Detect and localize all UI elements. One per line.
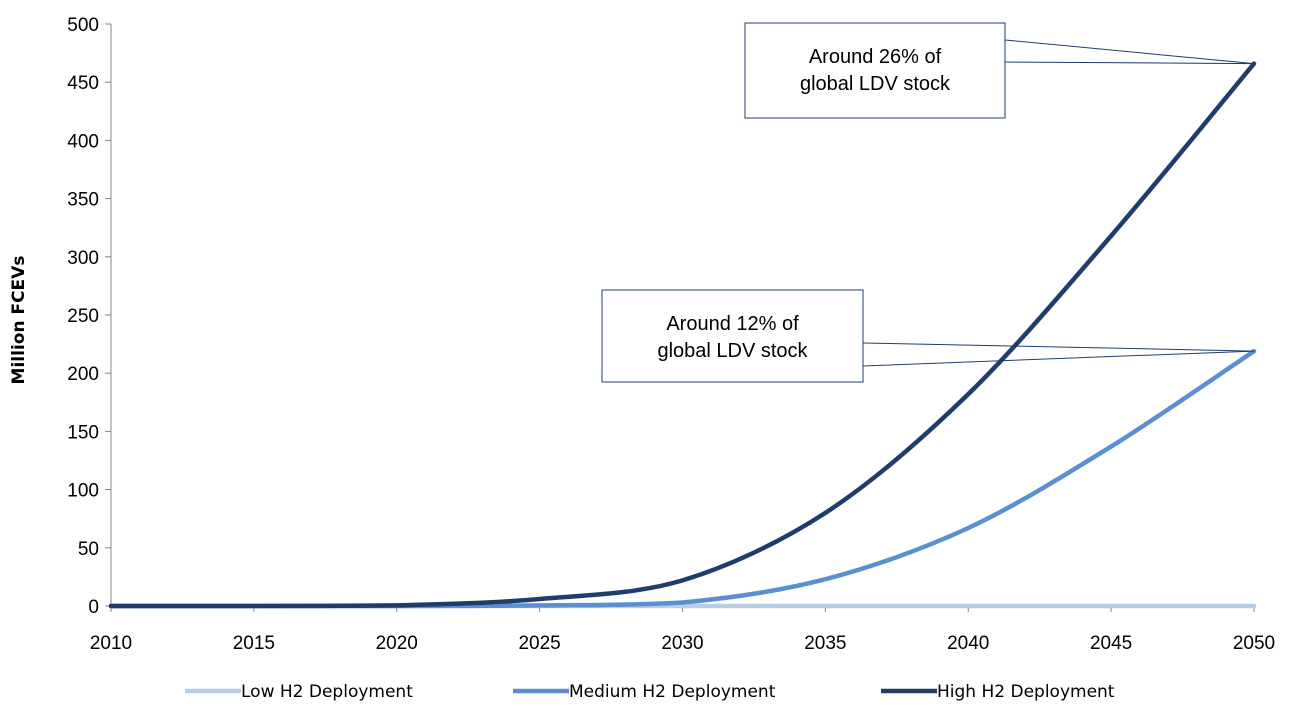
callout-text-line: global LDV stock <box>657 340 808 362</box>
legend-label-medium-h2-deployment: Medium H2 Deployment <box>569 682 776 702</box>
y-tick-label: 0 <box>88 597 99 618</box>
legend-label-low-h2-deployment: Low H2 Deployment <box>241 682 413 702</box>
x-tick-label: 2030 <box>661 633 703 654</box>
series-layer <box>108 61 1257 609</box>
callout-text-line: global LDV stock <box>800 73 951 95</box>
callout-text-line: Around 26% of <box>809 46 942 68</box>
y-axis-title: Million FCEVs <box>9 256 29 385</box>
y-tick-label: 300 <box>67 248 99 269</box>
x-tick-label: 2035 <box>804 633 846 654</box>
y-tick-label: 450 <box>67 73 99 94</box>
y-tick-label: 500 <box>67 15 99 36</box>
axes: 0 50 100 150 200 250 300 350 400 450 500 2010 2015 20… <box>67 15 1275 654</box>
callouts: Around 26% of global LDV stock Around 12% … <box>601 22 1255 383</box>
x-tick-label: 2010 <box>90 633 132 654</box>
y-tick-label: 400 <box>67 131 99 152</box>
y-tick-label: 100 <box>67 481 99 502</box>
callout-box <box>601 289 864 383</box>
y-tick-label: 350 <box>67 190 99 211</box>
callout-pointer <box>862 342 1255 367</box>
callout-pointer <box>1004 39 1255 65</box>
legend: Low H2 Deployment Medium H2 Deployment Hig… <box>185 682 1115 702</box>
x-tick-label: 2040 <box>947 633 989 654</box>
x-tick-label: 2020 <box>376 633 418 654</box>
y-tick-label: 250 <box>67 306 99 327</box>
y-tick-label: 150 <box>67 422 99 443</box>
series-line-high-h2-deployment <box>108 61 1257 609</box>
x-tick-label: 2015 <box>233 633 275 654</box>
callout-box <box>744 22 1006 119</box>
series-line-medium-h2-deployment <box>108 348 1257 609</box>
y-tick-label: 200 <box>67 364 99 385</box>
x-tick-label: 2025 <box>518 633 560 654</box>
x-tick-label: 2050 <box>1233 633 1275 654</box>
legend-label-high-h2-deployment: High H2 Deployment <box>937 682 1115 702</box>
callout-text-line: Around 12% of <box>666 313 799 335</box>
x-tick-label: 2045 <box>1090 633 1132 654</box>
y-axis-label: Million FCEVs <box>9 256 29 385</box>
y-tick-label: 50 <box>78 539 99 560</box>
